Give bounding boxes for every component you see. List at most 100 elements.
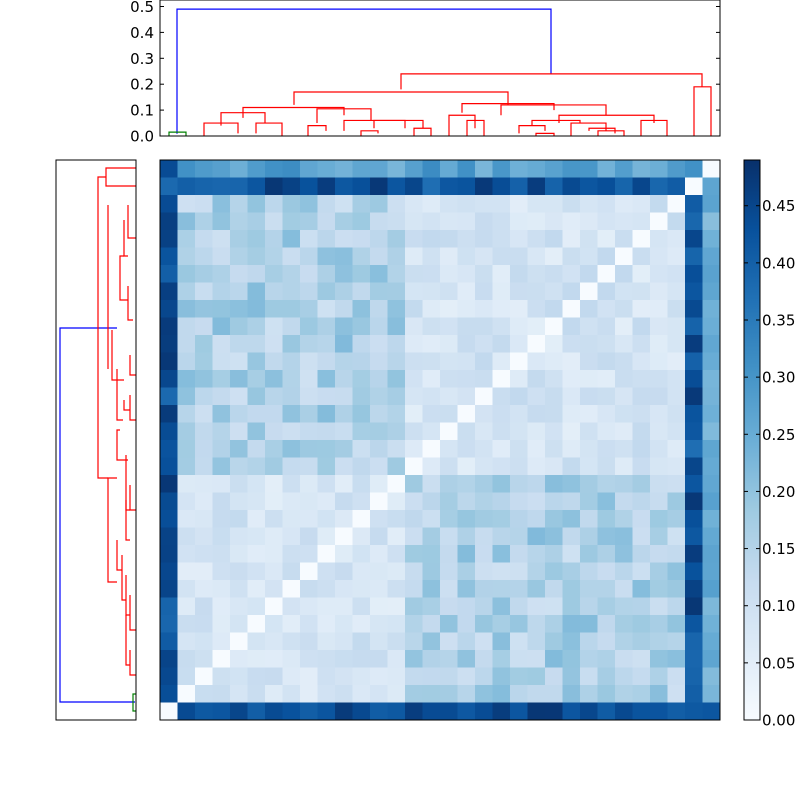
heatmap-cell (317, 440, 336, 458)
top-y-tick-label: 0.0 (130, 128, 154, 146)
heatmap-cell (300, 282, 318, 301)
heatmap-cell (580, 597, 598, 616)
heatmap-cell (387, 440, 406, 458)
heatmap-cell (387, 247, 406, 266)
heatmap-cell (422, 370, 441, 388)
heatmap-cell (702, 580, 721, 598)
heatmap-cell (230, 615, 248, 633)
heatmap-cell (335, 615, 353, 633)
heatmap-cell (702, 510, 721, 528)
heatmap-cell (702, 615, 721, 633)
heatmap-cell (195, 580, 213, 598)
heatmap-cell (177, 300, 196, 318)
heatmap-cell (580, 300, 598, 318)
colorbar-tick-label: 0.40 (762, 254, 795, 272)
heatmap-cell (597, 160, 616, 178)
heatmap-cell (387, 160, 406, 178)
heatmap-cell (667, 527, 686, 546)
heatmap-cell (492, 160, 511, 178)
heatmap-cell (300, 632, 318, 651)
heatmap-cell (510, 650, 528, 668)
heatmap-cell (422, 702, 441, 721)
heatmap-cell (247, 685, 266, 703)
heatmap-cell (300, 492, 318, 511)
heatmap-cell (475, 685, 493, 703)
heatmap-cell (457, 580, 476, 598)
heatmap-cell (615, 212, 633, 231)
heatmap-cell (492, 492, 511, 511)
heatmap-cell (177, 510, 196, 528)
heatmap-cell (545, 335, 563, 353)
heatmap-cell (335, 702, 353, 721)
heatmap-cell (597, 370, 616, 388)
colorbar-tick-label: 0.45 (762, 197, 795, 215)
heatmap-cell (527, 352, 546, 371)
heatmap-cell (510, 492, 528, 511)
heatmap-cell (580, 562, 598, 581)
heatmap-cell (265, 370, 283, 388)
heatmap-cell (615, 352, 633, 371)
top-cluster-link (693, 86, 712, 136)
top-cluster-link (466, 119, 485, 136)
heatmap-cell (510, 405, 528, 423)
heatmap-cell (597, 387, 616, 406)
heatmap-cell (195, 562, 213, 581)
heatmap-cell (352, 317, 371, 336)
heatmap-cell (422, 247, 441, 266)
heatmap-cell (457, 387, 476, 406)
heatmap-cell (195, 300, 213, 318)
heatmap-cell (282, 562, 301, 581)
heatmap-cell (650, 615, 668, 633)
heatmap-cell (265, 230, 283, 248)
heatmap-cell (685, 335, 703, 353)
heatmap-cell (597, 195, 616, 213)
heatmap-cell (562, 405, 581, 423)
heatmap-cell (370, 492, 388, 511)
heatmap-cell (562, 300, 581, 318)
heatmap-cell (387, 562, 406, 581)
heatmap-cell (562, 632, 581, 651)
heatmap-cell (352, 230, 371, 248)
heatmap-cell (615, 457, 633, 476)
heatmap-cell (370, 510, 388, 528)
heatmap-cell (702, 562, 721, 581)
heatmap-cell (580, 632, 598, 651)
heatmap-cell (212, 300, 231, 318)
heatmap-cell (527, 160, 546, 178)
heatmap-cell (387, 492, 406, 511)
heatmap-cell (457, 527, 476, 546)
heatmap-cell (352, 177, 371, 196)
heatmap-cell (160, 212, 178, 231)
heatmap-cell (212, 282, 231, 301)
colorbar-tick-label: 0.20 (762, 483, 795, 501)
heatmap-cell (580, 457, 598, 476)
heatmap-cell (317, 492, 336, 511)
heatmap-cell (247, 387, 266, 406)
heatmap-cell (195, 597, 213, 616)
heatmap-cell (422, 615, 441, 633)
heatmap-cell (492, 597, 511, 616)
heatmap-cell (475, 352, 493, 371)
heatmap-cell (405, 440, 423, 458)
heatmap-cell (597, 335, 616, 353)
heatmap-cell (265, 177, 283, 196)
heatmap-cell (212, 247, 231, 266)
heatmap-cell (422, 545, 441, 563)
heatmap-cell (492, 195, 511, 213)
heatmap-cell (195, 317, 213, 336)
heatmap-cell (160, 510, 178, 528)
heatmap-cell (492, 562, 511, 581)
heatmap-cell (422, 422, 441, 441)
heatmap-cell (422, 650, 441, 668)
heatmap-cell (667, 650, 686, 668)
heatmap-cell (545, 247, 563, 266)
heatmap-cell (527, 527, 546, 546)
heatmap-cell (667, 702, 686, 721)
heatmap-cell (702, 597, 721, 616)
heatmap-cell (685, 160, 703, 178)
heatmap-cell (335, 685, 353, 703)
heatmap-cell (580, 230, 598, 248)
heatmap-cell (282, 300, 301, 318)
heatmap-cell (475, 667, 493, 686)
heatmap-cell (335, 335, 353, 353)
